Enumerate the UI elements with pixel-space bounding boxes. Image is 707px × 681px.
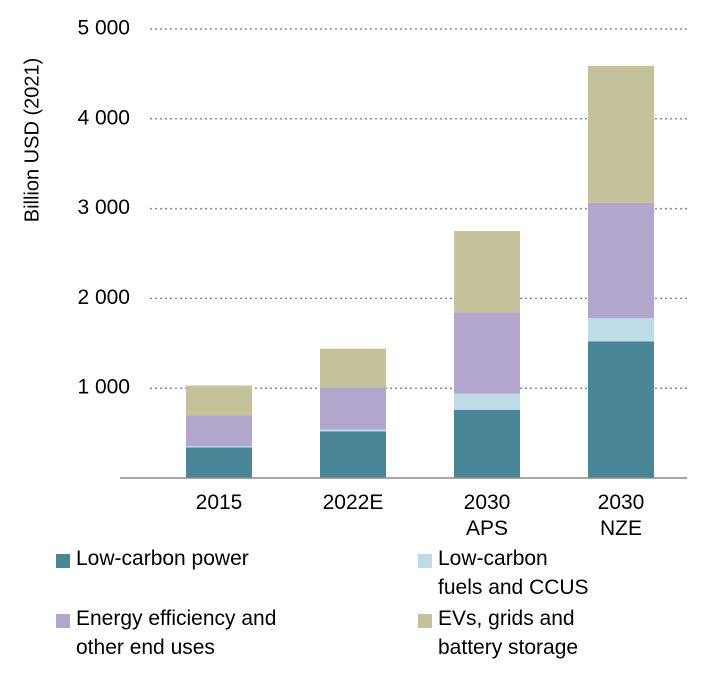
legend-item-energy-efficiency: Energy efficiency and other end uses [56,604,276,662]
legend-item-evs-grids: EVs, grids and battery storage [418,604,578,662]
y-tick-label: 5 000 [77,17,130,40]
y-tick-label: 4 000 [77,106,130,129]
legend-label: Low-carbon fuels and CCUS [438,547,589,599]
legend-item-low-carbon-fuels: Low-carbon fuels and CCUS [418,544,589,602]
bar-segment [320,387,386,430]
bar-segment [320,429,386,432]
y-tick-labels: 1 000 2 000 3 000 4 000 5 000 [77,17,130,399]
x-tick-labels: 2015 2022E 2030 APS 2030 NZE [196,491,645,540]
x-tick-label-line2: NZE [600,517,642,540]
bar-segment [186,385,252,416]
legend-swatch [418,614,432,628]
bar-segment [588,318,654,342]
bar-segment [320,348,386,388]
legend-label: Energy efficiency and other end uses [76,607,277,659]
bar-segment [186,446,252,448]
bar-segment [454,231,520,313]
bar-segment [588,202,654,319]
bar-segment [588,341,654,478]
x-tick-label: 2030 [464,491,511,514]
legend-label: EVs, grids and battery storage [438,607,579,659]
y-tick-label: 1 000 [77,376,130,399]
legend-label: Low-carbon power [76,547,249,570]
x-tick-label: 2015 [196,491,243,514]
x-tick-label: 2022E [323,491,384,514]
y-tick-label: 2 000 [77,286,130,309]
y-axis-label: Billion USD (2021) [21,58,43,223]
legend-swatch [56,614,70,628]
bar-segment [454,409,520,478]
bar-segment [454,312,520,394]
bar-segment [186,415,252,447]
x-tick-label-line2: APS [466,517,508,540]
legend-swatch [56,554,70,568]
bar-segment [186,447,252,478]
bars [186,65,654,478]
bar-segment [454,393,520,410]
stacked-bar-chart: 1 000 2 000 3 000 4 000 5 000 2015 2022E 2030 A… [21,17,687,540]
y-tick-label: 3 000 [77,196,130,219]
bar-segment [588,65,654,203]
legend: Low-carbon power Low-carbon fuels and CC… [0,540,707,681]
x-tick-label: 2030 [598,491,645,514]
bar-segment [320,431,386,478]
legend-swatch [418,554,432,568]
legend-item-low-carbon-power: Low-carbon power [56,544,249,573]
